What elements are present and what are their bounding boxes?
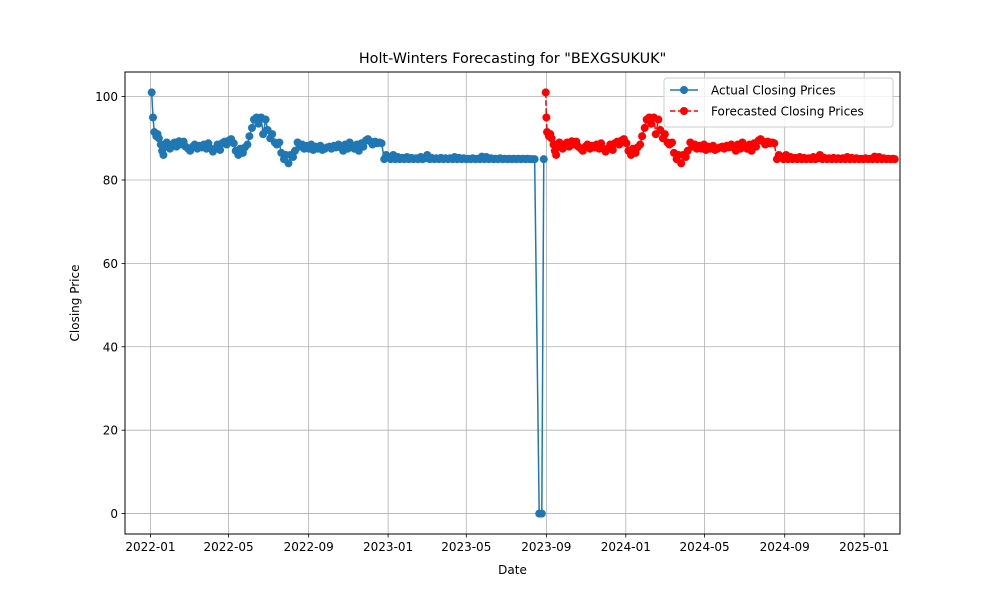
x-axis: 2022-01 2022-05 2022-09 2023-01 2023-05 2023-… [125, 534, 889, 554]
data-point [243, 140, 252, 149]
data-point [537, 509, 546, 518]
legend-marker-actual [680, 86, 688, 94]
data-point [275, 138, 284, 147]
data-point [147, 88, 156, 97]
legend: Actual Closing Prices Forecasted Closing… [663, 77, 894, 128]
data-point [654, 115, 663, 124]
legend-entry-forecast: Forecasted Closing Prices [670, 105, 864, 119]
x-tick-label: 2023-09 [521, 540, 571, 554]
legend-box [663, 77, 894, 128]
y-tick-label: 20 [103, 424, 118, 438]
plot-frame [124, 71, 901, 535]
data-point [541, 88, 550, 97]
data-point [660, 130, 669, 139]
x-tick-label: 2023-05 [441, 540, 491, 554]
y-tick-label: 80 [103, 173, 118, 187]
y-tick-label: 0 [110, 507, 118, 521]
x-tick-label: 2022-01 [125, 540, 175, 554]
data-point [254, 119, 263, 128]
data-point [636, 140, 645, 149]
data-point [159, 150, 168, 159]
series-forecast [541, 88, 899, 168]
y-axis: 0 20 40 60 80 100 [95, 90, 125, 521]
data-point [647, 119, 656, 128]
y-tick-label: 40 [103, 340, 118, 354]
data-point [547, 134, 556, 143]
legend-label-actual: Actual Closing Prices [711, 84, 836, 98]
data-point [248, 123, 256, 132]
x-tick-label: 2022-09 [284, 540, 334, 554]
data-point [530, 155, 539, 164]
data-point [890, 155, 899, 164]
data-point [377, 139, 386, 148]
legend-marker-forecast [680, 107, 688, 115]
data-point [216, 145, 225, 154]
data-point [681, 153, 690, 162]
data-point [638, 132, 647, 141]
x-axis-title: Date [498, 563, 527, 577]
x-tick-label: 2024-01 [601, 540, 651, 554]
y-tick-label: 60 [103, 257, 118, 271]
data-point [539, 155, 548, 164]
data-point [770, 139, 779, 148]
data-point [677, 159, 686, 168]
data-point [154, 134, 163, 143]
y-axis-title: Closing Price [68, 265, 82, 342]
data-point [542, 113, 551, 122]
legend-entry-actual: Actual Closing Prices [670, 84, 836, 98]
data-point [668, 138, 677, 147]
chart-title: Holt-Winters Forecasting for "BEXGSUKUK" [359, 51, 666, 67]
series-actual [147, 88, 548, 518]
series-layer [147, 88, 899, 518]
x-tick-label: 2022-05 [203, 540, 253, 554]
data-point [359, 142, 368, 151]
data-point [640, 123, 649, 132]
x-tick-label: 2024-09 [760, 540, 810, 554]
y-tick-label: 100 [95, 90, 118, 104]
legend-label-forecast: Forecasted Closing Prices [711, 105, 864, 119]
data-point [752, 142, 761, 151]
x-tick-label: 2024-05 [680, 540, 730, 554]
x-tick-label: 2023-01 [363, 540, 413, 554]
data-point [245, 132, 254, 141]
data-point [268, 130, 277, 139]
data-point [608, 145, 617, 154]
data-point [149, 113, 157, 122]
data-point [622, 139, 631, 148]
data-point [284, 159, 293, 168]
data-point [289, 153, 298, 162]
data-point [229, 139, 238, 148]
data-point [261, 115, 270, 124]
data-point [552, 150, 561, 159]
x-tick-label: 2025-01 [839, 540, 889, 554]
